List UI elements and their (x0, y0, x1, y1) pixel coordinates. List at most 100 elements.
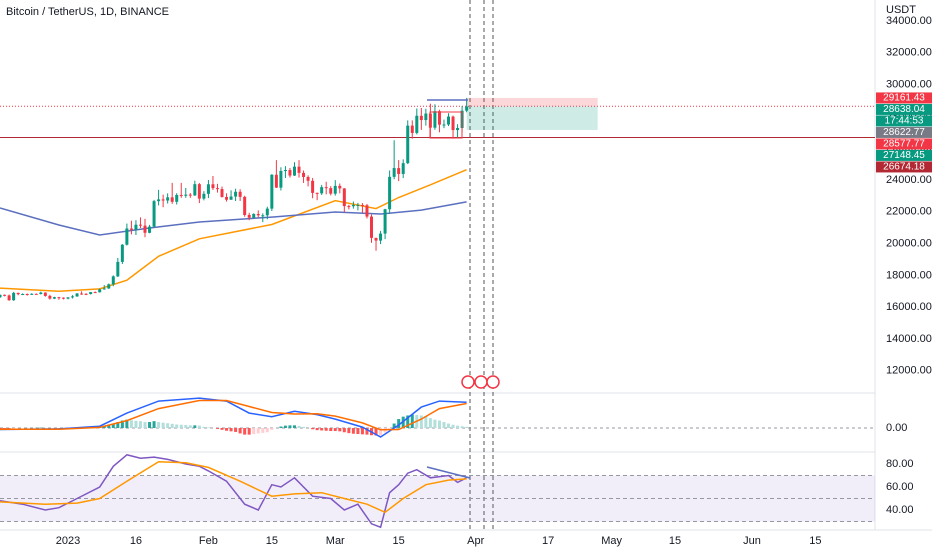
histogram-bar (157, 422, 160, 428)
candle-body (375, 238, 378, 241)
candle-body (433, 111, 436, 128)
histogram-bar (356, 428, 359, 434)
histogram-bar (293, 425, 296, 428)
candle-body (447, 117, 450, 125)
histogram-bar (134, 421, 137, 428)
candle-body (171, 197, 174, 201)
histogram-bar (329, 428, 332, 431)
histogram-bar (456, 426, 459, 428)
histogram-bar (171, 424, 174, 428)
position-target (467, 106, 598, 130)
candle-body (329, 188, 332, 194)
y-tick-label: 80.00 (886, 458, 914, 470)
y-tick-label: 40.00 (886, 504, 914, 516)
candle-body (94, 292, 97, 293)
candle-body (144, 226, 147, 233)
histogram-bar (347, 428, 350, 433)
candle-body (270, 175, 273, 209)
histogram-bar (162, 423, 165, 428)
candle-body (139, 225, 142, 226)
candle-body (415, 116, 418, 133)
x-tick-label: 15 (809, 535, 821, 547)
y-tick-label: 34000.00 (886, 15, 932, 27)
candle-body (370, 217, 373, 238)
histogram-bar (433, 420, 436, 428)
price-label: 28577.77 (883, 139, 925, 150)
position-stop (467, 98, 598, 106)
candle-body (221, 189, 224, 197)
histogram-bar (343, 428, 346, 432)
candle-body (26, 294, 29, 295)
x-tick-label: 17 (542, 535, 554, 547)
histogram-bar (139, 421, 142, 428)
histogram-bar (270, 428, 273, 430)
x-tick-label: Jun (743, 535, 761, 547)
histogram-bar (221, 428, 224, 430)
histogram-bar (239, 428, 242, 433)
candle-body (44, 293, 47, 296)
candle-body (266, 209, 269, 216)
candle-body (216, 188, 219, 189)
candle-body (116, 262, 119, 276)
candle-body (112, 276, 115, 284)
candle-body (17, 293, 20, 294)
event-flag[interactable] (475, 376, 487, 388)
candle-body (107, 284, 110, 288)
histogram-bar (411, 415, 414, 428)
x-tick-label: 15 (393, 535, 405, 547)
candle-body (438, 111, 441, 125)
candle-body (257, 214, 260, 215)
candle-body (71, 296, 74, 297)
candle-body (411, 126, 414, 133)
candle-body (307, 177, 310, 181)
histogram-bar (334, 428, 337, 431)
x-tick-label: Mar (326, 535, 345, 547)
histogram-bar (438, 421, 441, 428)
histogram-bar (166, 423, 169, 428)
histogram-bar (234, 428, 237, 432)
x-tick-label: 2023 (56, 535, 80, 547)
histogram-bar (447, 424, 450, 428)
x-tick-label: 15 (669, 535, 681, 547)
histogram-bar (243, 428, 246, 435)
candle-body (243, 197, 246, 215)
histogram-bar (465, 427, 468, 428)
histogram-bar (130, 420, 133, 428)
event-flags[interactable] (462, 376, 499, 388)
candle-body (452, 117, 455, 131)
histogram-bar (198, 426, 201, 428)
candle-body (352, 205, 355, 206)
histogram-bar (388, 428, 391, 429)
event-flag[interactable] (487, 376, 499, 388)
histogram-bar (352, 428, 355, 434)
candle-body (261, 215, 264, 216)
price-label: 26674.18 (883, 162, 925, 173)
candle-body (189, 195, 192, 196)
candle-body (379, 234, 382, 241)
candle-body (311, 181, 314, 193)
histogram-bar (361, 428, 364, 434)
candle-body (316, 193, 319, 194)
histogram-bar (311, 428, 314, 429)
histogram-bar (257, 428, 260, 433)
candle-body (0, 295, 2, 297)
candle-body (35, 294, 38, 295)
candle-body (76, 294, 79, 297)
candle-body (275, 175, 278, 188)
histogram-bar (266, 428, 269, 432)
candle-body (62, 298, 65, 299)
candle-body (465, 107, 468, 111)
currency-label: USDT (886, 4, 916, 16)
candle-body (193, 184, 196, 195)
candle-body (207, 184, 210, 194)
candle-body (393, 168, 396, 177)
histogram-bar (207, 427, 210, 428)
y-tick-label: 22000.00 (886, 206, 932, 218)
candle-body (420, 116, 423, 120)
histogram-bar (189, 425, 192, 428)
histogram-bar (302, 427, 305, 428)
candle-body (384, 209, 387, 233)
event-flag[interactable] (462, 376, 474, 388)
candle-body (230, 197, 233, 200)
